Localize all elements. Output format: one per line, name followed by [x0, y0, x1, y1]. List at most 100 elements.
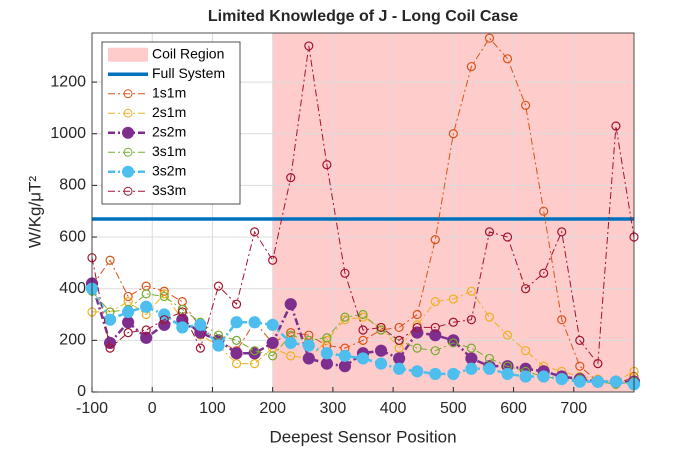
data-point: [304, 41, 314, 51]
data-point: [611, 121, 621, 131]
data-point: [302, 339, 315, 352]
data-point: [483, 362, 496, 375]
legend-box: [101, 41, 241, 205]
data-point: [448, 317, 458, 327]
data-point: [123, 291, 133, 302]
legend-label: Coil Region: [152, 45, 224, 61]
plot-frame: [91, 32, 635, 393]
y-tick-label: 600: [59, 228, 86, 245]
data-point: [591, 375, 604, 388]
legend-label: 3s3m: [152, 182, 186, 198]
data-point: [539, 268, 549, 278]
data-point: [575, 335, 585, 345]
legend-label: 3s2m: [152, 162, 186, 178]
data-point: [176, 321, 189, 334]
x-tick-label: 300: [320, 400, 347, 417]
data-point: [465, 352, 478, 365]
data-point: [519, 370, 532, 383]
data-point: [466, 61, 476, 72]
data-point: [231, 335, 242, 345]
y-tick-label: 1000: [50, 125, 86, 142]
data-point: [429, 367, 442, 381]
data-point: [466, 315, 476, 325]
data-point: [447, 367, 460, 381]
data-point: [122, 305, 135, 319]
legend-marker: [123, 186, 133, 196]
data-point: [340, 315, 350, 325]
data-point: [501, 367, 514, 381]
data-point: [177, 297, 187, 307]
data-point: [194, 318, 207, 331]
data-point: [103, 313, 117, 326]
data-point: [520, 284, 531, 294]
legend-marker: [123, 89, 133, 99]
x-tick-label: 200: [259, 400, 286, 417]
data-point: [159, 291, 169, 302]
data-point: [320, 347, 333, 360]
data-point: [231, 299, 242, 309]
legend-label: Full System: [152, 65, 225, 81]
data-point: [412, 322, 422, 333]
data-point: [302, 352, 315, 365]
legend-label: 3s1m: [152, 143, 186, 159]
data-point: [520, 100, 531, 110]
data-point: [537, 370, 550, 383]
data-point: [122, 316, 135, 329]
data-point: [609, 375, 623, 388]
data-point: [484, 227, 495, 237]
data-point: [374, 344, 388, 357]
data-point: [430, 322, 440, 333]
data-point: [320, 357, 333, 370]
data-point: [340, 268, 350, 278]
data-point: [358, 335, 368, 345]
data-point: [140, 331, 153, 344]
series-line: [91, 37, 635, 385]
data-point: [177, 307, 187, 317]
data-point: [266, 336, 279, 350]
data-point: [376, 325, 386, 335]
legend-marker: [122, 126, 134, 139]
data-point: [557, 315, 567, 325]
y-tick-label: 0: [77, 383, 86, 400]
data-point: [266, 318, 279, 331]
data-point: [374, 357, 388, 370]
y-tick-label: 400: [59, 280, 86, 297]
x-tick-label: 600: [500, 400, 527, 417]
legend-swatch: [108, 47, 148, 62]
data-point: [231, 358, 242, 369]
data-point: [286, 327, 296, 338]
legend-marker: [123, 108, 133, 118]
x-tick-label: 100: [199, 400, 226, 417]
legend-marker: [123, 147, 133, 157]
data-point: [539, 206, 549, 216]
data-point: [411, 365, 424, 378]
data-point: [376, 322, 386, 333]
data-point: [212, 339, 225, 352]
data-point: [484, 33, 495, 43]
x-tick-label: 400: [380, 400, 407, 417]
data-point: [230, 316, 243, 329]
y-axis-label: W/Kg/μT²: [25, 176, 44, 248]
data-point: [230, 347, 243, 360]
data-point: [177, 304, 187, 314]
data-point: [356, 352, 370, 365]
data-point: [502, 232, 513, 242]
data-point: [338, 349, 352, 362]
x-tick-label: 500: [440, 400, 467, 417]
data-point: [268, 255, 278, 265]
data-point: [502, 330, 513, 340]
data-point: [322, 335, 332, 345]
data-point: [448, 338, 458, 348]
legend-marker: [122, 165, 134, 178]
data-point: [466, 286, 476, 296]
chart-title: Limited Knowledge of J - Long Coil Case: [208, 8, 518, 25]
data-point: [557, 227, 567, 237]
data-point: [394, 322, 404, 333]
data-point: [358, 309, 368, 320]
y-tick-label: 800: [59, 177, 86, 194]
y-tick-label: 1200: [50, 73, 86, 90]
data-point: [502, 54, 513, 64]
data-point: [123, 327, 133, 338]
data-point: [430, 235, 440, 245]
